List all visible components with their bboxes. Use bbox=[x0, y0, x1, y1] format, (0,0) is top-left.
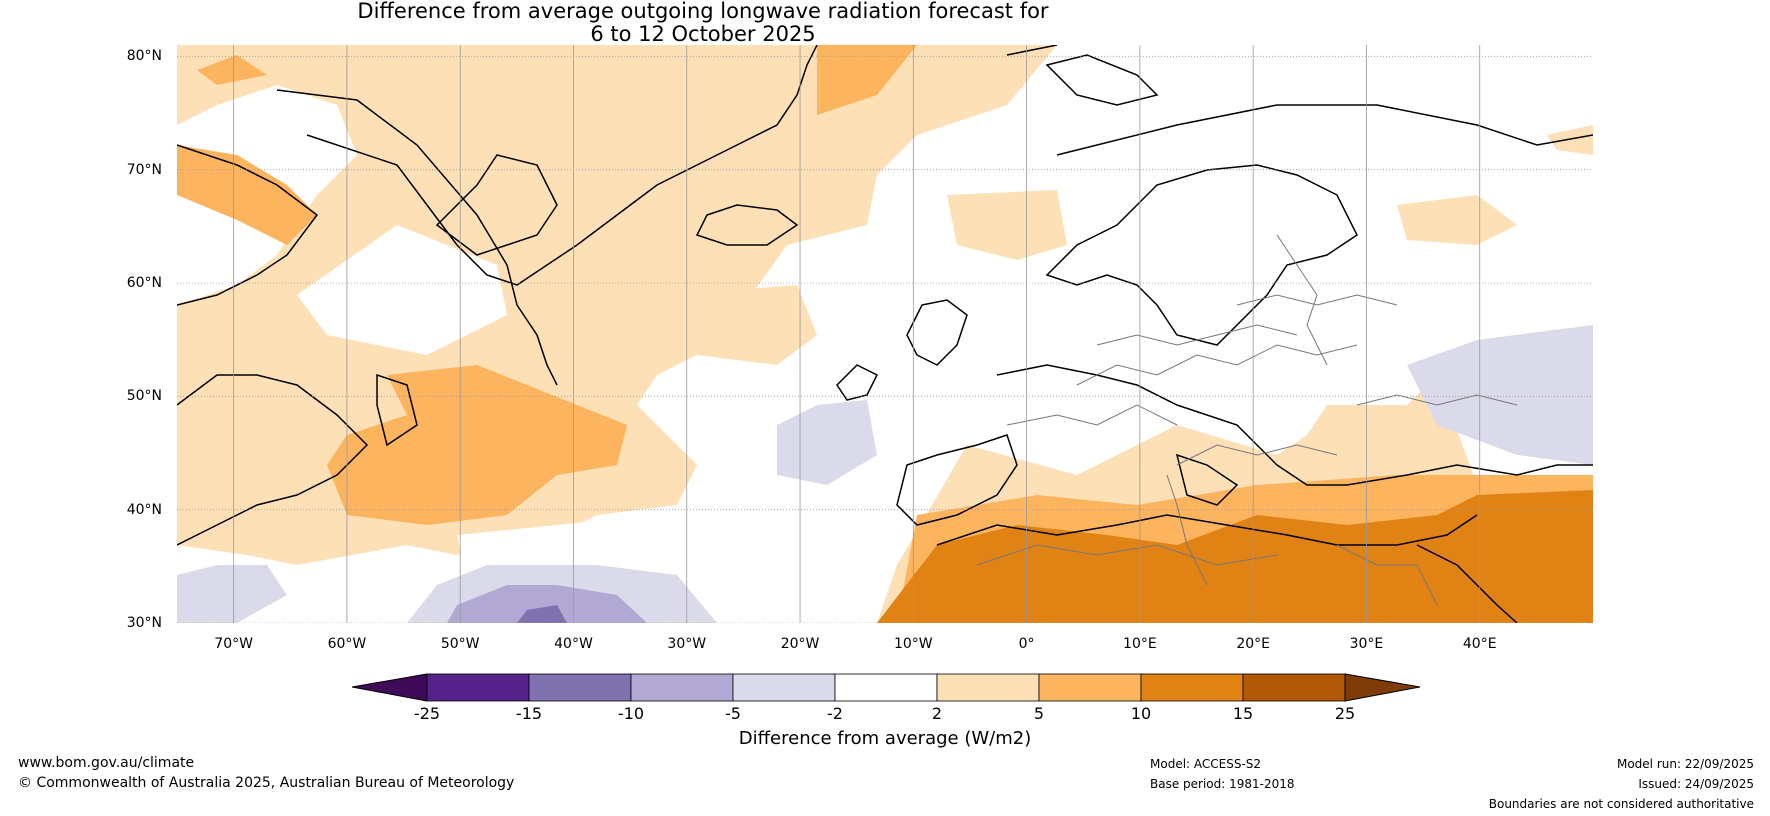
colorbar-segment bbox=[426, 673, 530, 702]
website-link[interactable]: www.bom.gov.au/climate bbox=[18, 755, 195, 771]
latitude-label: 30°N bbox=[126, 615, 162, 631]
colorbar-tick-label: 10 bbox=[1130, 704, 1152, 723]
longitude-label: 20°E bbox=[1236, 636, 1270, 652]
colorbar-segment bbox=[1038, 673, 1142, 702]
anomaly-10-15-areas bbox=[877, 490, 1593, 623]
forecast-map bbox=[177, 45, 1593, 623]
anomaly-neg10-neg15-areas bbox=[517, 605, 567, 623]
colorbar-tick-label: -2 bbox=[827, 704, 843, 723]
colorbar-label: Difference from average (W/m2) bbox=[738, 728, 1032, 749]
latitude-label: 40°N bbox=[126, 501, 162, 518]
longitude-label: 40°W bbox=[554, 636, 593, 652]
graticule bbox=[177, 45, 1593, 623]
colorbar-segment bbox=[1242, 673, 1346, 702]
colorbar bbox=[352, 673, 1421, 702]
disclaimer-text: Boundaries are not considered authoritat… bbox=[1488, 797, 1754, 811]
colorbar-extend-max bbox=[1344, 673, 1421, 702]
model-text: Model: ACCESS-S2 bbox=[1150, 757, 1262, 771]
issued-text: Issued: 24/09/2025 bbox=[1638, 777, 1754, 791]
latitude-label: 70°N bbox=[126, 161, 162, 178]
colorbar-tick-label: 2 bbox=[931, 704, 943, 723]
colorbar-tick-label: -10 bbox=[617, 704, 645, 723]
colorbar-segment bbox=[732, 673, 836, 702]
longitude-label: 30°E bbox=[1349, 636, 1384, 652]
longitude-label: 20°W bbox=[780, 636, 820, 652]
base-period-text: Base period: 1981-2018 bbox=[1150, 777, 1295, 791]
colorbar-segment bbox=[936, 673, 1040, 702]
longitude-label: 50°W bbox=[440, 636, 480, 652]
country-borders bbox=[976, 234, 1518, 606]
chart-title: Difference from average outgoing longwav… bbox=[0, 0, 1406, 46]
longitude-label: 10°E bbox=[1123, 636, 1157, 652]
longitude-label: 60°W bbox=[327, 636, 367, 652]
colorbar-segment bbox=[528, 673, 632, 702]
colorbar-tick-label: -15 bbox=[515, 704, 543, 723]
map-panel bbox=[177, 45, 1593, 623]
model-run-text: Model run: 22/09/2025 bbox=[1616, 757, 1754, 771]
colorbar-segment bbox=[1140, 673, 1244, 702]
colorbar-tick-label: 5 bbox=[1033, 704, 1045, 723]
colorbar-segment bbox=[834, 673, 938, 702]
colorbar-tick-label: -25 bbox=[413, 704, 441, 723]
longitude-label: 0° bbox=[1018, 636, 1035, 652]
coastlines bbox=[177, 45, 1593, 623]
latitude-label: 50°N bbox=[126, 388, 162, 405]
title-line-2: 6 to 12 October 2025 bbox=[590, 22, 816, 46]
colorbar-segment bbox=[630, 673, 734, 702]
colorbar-tick-label: -5 bbox=[725, 704, 741, 723]
anomaly-neg5-neg10-areas bbox=[447, 585, 647, 623]
longitude-label: 40°E bbox=[1462, 636, 1497, 652]
latitude-label: 60°N bbox=[126, 275, 162, 291]
title-line-1: Difference from average outgoing longwav… bbox=[357, 0, 1049, 23]
longitude-label: 30°W bbox=[667, 636, 707, 652]
longitude-label: 70°W bbox=[214, 636, 253, 652]
longitude-label: 10°W bbox=[893, 636, 933, 652]
copyright-text: © Commonwealth of Australia 2025, Austra… bbox=[18, 775, 515, 791]
colorbar-extend-min bbox=[352, 673, 428, 702]
latitude-label: 80°N bbox=[126, 48, 162, 65]
colorbar-tick-label: 15 bbox=[1232, 704, 1254, 723]
colorbar-tick-label: 25 bbox=[1334, 704, 1356, 723]
